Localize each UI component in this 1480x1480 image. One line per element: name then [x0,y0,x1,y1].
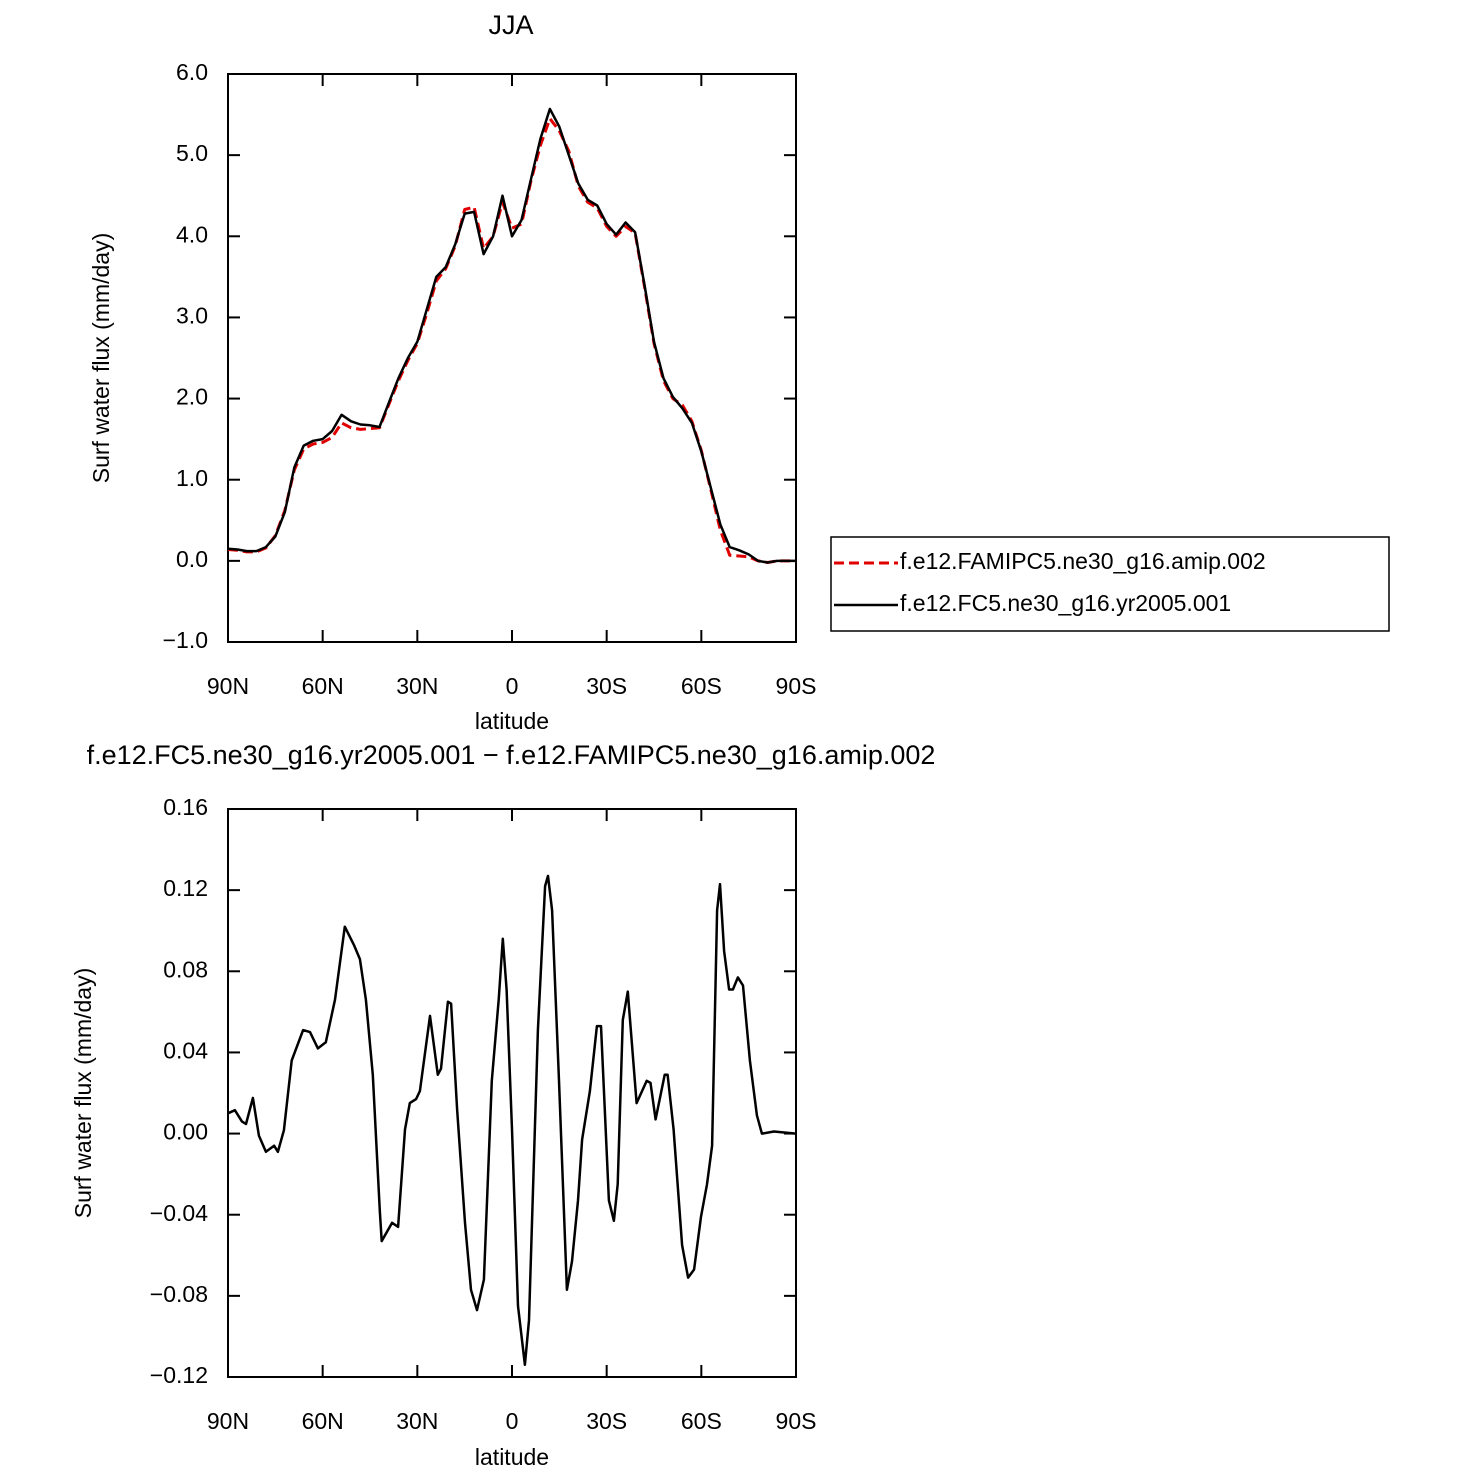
y-axis-label: Surf water flux (mm/day) [70,968,96,1219]
x-tick-label: 90N [207,673,249,699]
y-tick-label: 0.04 [163,1038,208,1064]
x-axis-label: latitude [475,708,549,734]
y-tick-label: −0.08 [150,1281,208,1307]
x-tick-label: 90S [776,1408,817,1434]
chart-title: f.e12.FC5.ne30_g16.yr2005.001 − f.e12.FA… [87,740,936,770]
x-tick-label: 0 [506,673,519,699]
plot-frame [227,808,797,1378]
chart-panel: JJA Surf water flux (mm/day) latitude −1.0 0… [88,10,1390,734]
x-tick-label: 60N [302,673,344,699]
chart-panel: f.e12.FC5.ne30_g16.yr2005.001 − f.e12.FA… [70,740,935,1470]
y-tick-label: 5.0 [176,140,208,166]
x-axis-label: latitude [475,1444,549,1470]
x-tick-label: 60S [681,673,722,699]
legend-label: f.e12.FAMIPC5.ne30_g16.amip.002 [900,548,1266,574]
data-line [227,117,796,564]
y-tick-label: 1.0 [176,465,208,491]
data-line [227,107,796,564]
x-tick-label: 90N [207,1408,249,1434]
legend-label: f.e12.FC5.ne30_g16.yr2005.001 [900,590,1231,616]
x-tick-label: 90S [776,673,817,699]
x-tick-label: 0 [506,1408,519,1434]
y-tick-label: 0.16 [163,794,208,820]
y-tick-label: 0.00 [163,1119,208,1145]
chart-title: JJA [488,10,533,40]
y-tick-label: 6.0 [176,59,208,85]
y-tick-label: 0.08 [163,956,208,982]
y-tick-label: 4.0 [176,221,208,247]
plot-frame [227,73,797,643]
legend-box [830,536,1390,632]
y-tick-label: 3.0 [176,303,208,329]
y-tick-label: 0.0 [176,546,208,572]
y-tick-label: −0.12 [150,1362,208,1388]
x-tick-label: 30N [396,673,438,699]
y-tick-label: −1.0 [163,627,208,653]
y-tick-label: 2.0 [176,384,208,410]
y-tick-label: 0.12 [163,875,208,901]
x-tick-label: 60S [681,1408,722,1434]
y-tick-label: −0.04 [150,1200,208,1226]
x-tick-label: 60N [302,1408,344,1434]
x-tick-label: 30N [396,1408,438,1434]
data-line [227,874,797,1367]
y-axis-label: Surf water flux (mm/day) [88,233,114,484]
x-tick-label: 30S [586,1408,627,1434]
legend: f.e12.FAMIPC5.ne30_g16.amip.002 f.e12.FC5… [830,536,1390,632]
x-tick-label: 30S [586,673,627,699]
